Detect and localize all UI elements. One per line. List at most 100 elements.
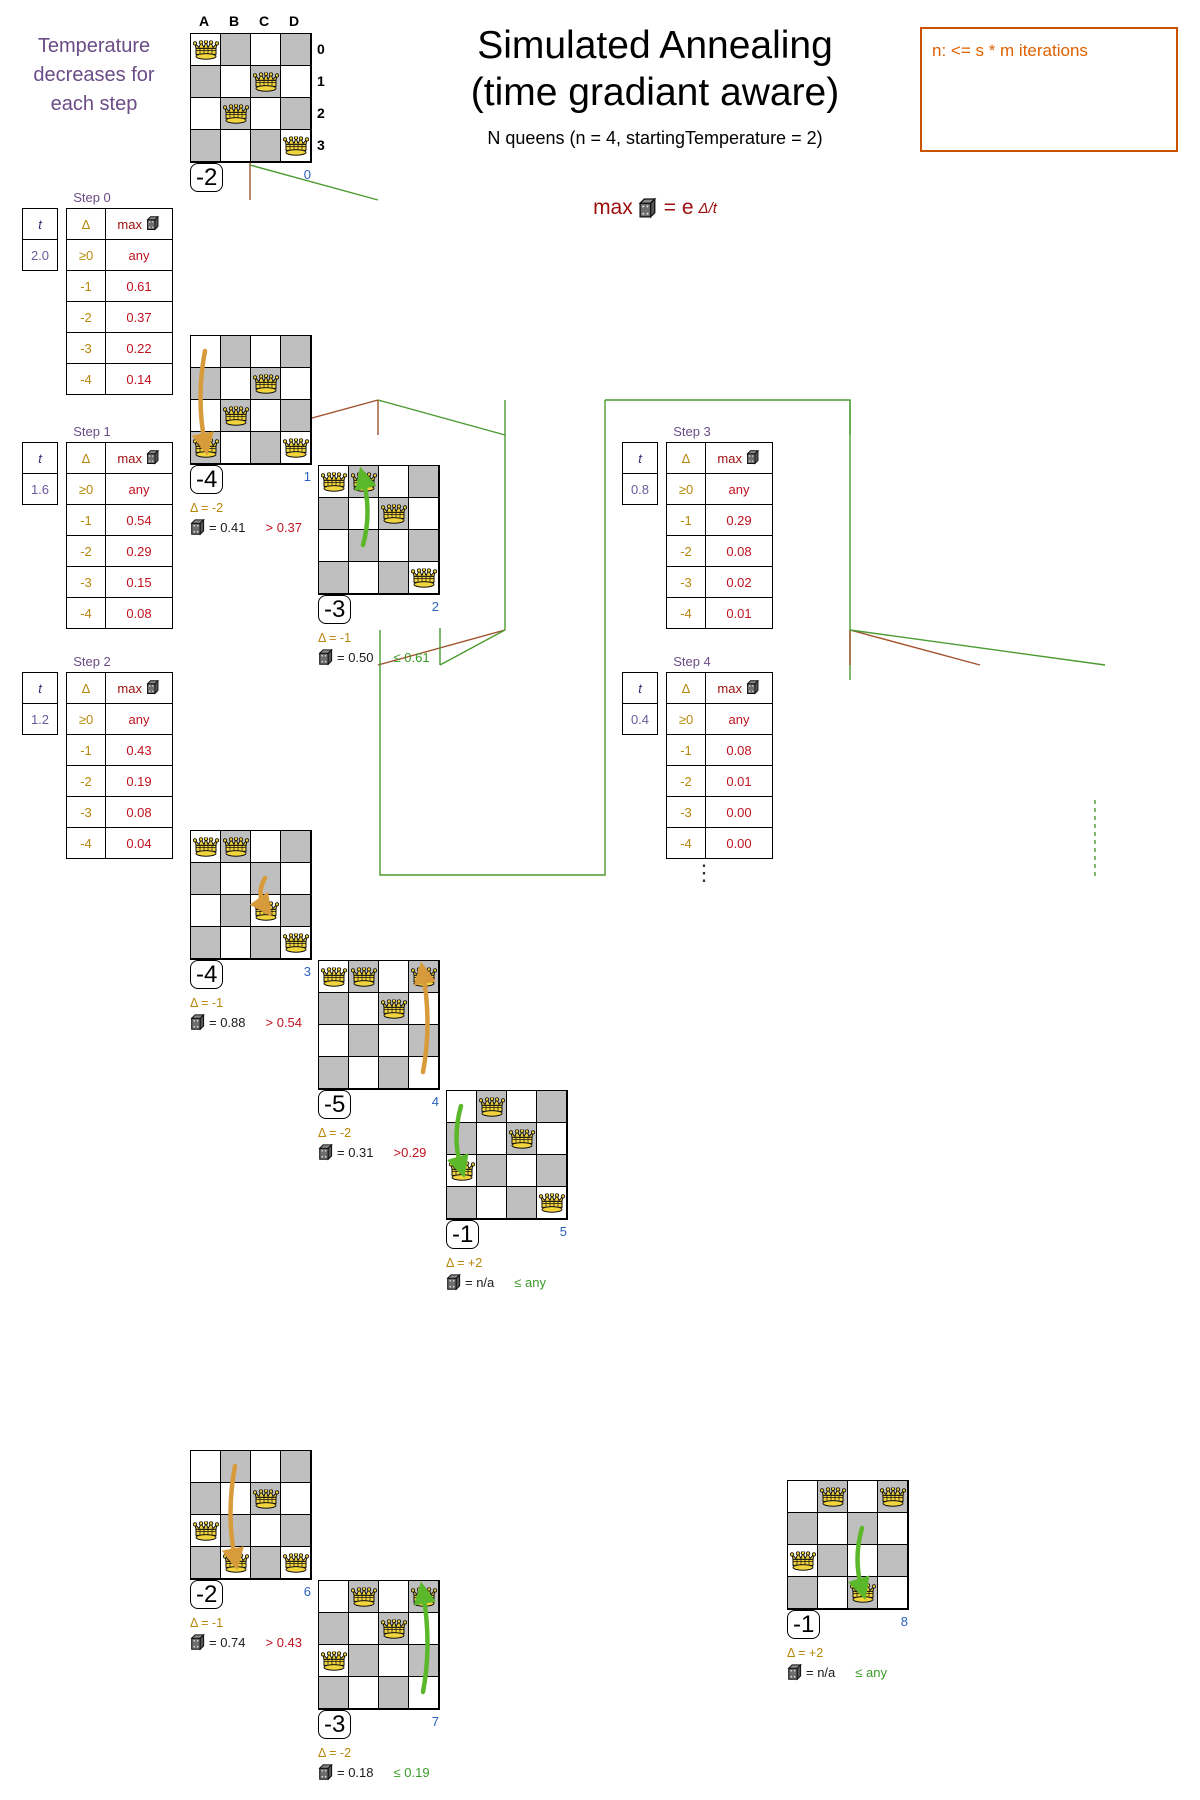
board-cell-A2[interactable] (787, 1544, 818, 1577)
board-cell-D1[interactable] (408, 992, 439, 1025)
board-cell-A0[interactable] (318, 465, 349, 498)
board-cell-B1[interactable] (817, 1512, 848, 1545)
chess-board-0[interactable]: A B C D 0 1 2 3 -2 0 (190, 13, 325, 192)
board-cell-A2[interactable] (318, 529, 349, 562)
board-cell-B1[interactable] (476, 1122, 507, 1155)
board-grid-8[interactable] (787, 1480, 909, 1610)
board-cell-A0[interactable] (190, 1450, 221, 1483)
board-cell-D1[interactable] (408, 497, 439, 530)
board-cell-C2[interactable] (250, 894, 281, 927)
board-cell-D1[interactable] (408, 1612, 439, 1645)
board-cell-C2[interactable] (506, 1154, 537, 1187)
board-cell-A1[interactable] (446, 1122, 477, 1155)
board-cell-B1[interactable] (220, 367, 251, 400)
board-cell-A3[interactable] (318, 1676, 349, 1709)
board-cell-A2[interactable] (318, 1644, 349, 1677)
board-cell-C0[interactable] (378, 465, 409, 498)
board-cell-A3[interactable] (787, 1576, 818, 1609)
board-cell-C1[interactable] (250, 367, 281, 400)
chess-board-3[interactable]: -4 3 Δ = -1 = 0.88 > 0.54 (190, 830, 312, 1031)
board-cell-D0[interactable] (877, 1480, 908, 1513)
board-cell-A1[interactable] (318, 497, 349, 530)
board-cell-C3[interactable] (250, 1546, 281, 1579)
board-cell-C2[interactable] (250, 399, 281, 432)
board-cell-A0[interactable] (318, 1580, 349, 1613)
board-cell-D2[interactable] (280, 399, 311, 432)
board-cell-D3[interactable] (280, 431, 311, 464)
board-grid-2[interactable] (318, 465, 440, 595)
board-cell-C1[interactable] (250, 65, 281, 98)
board-cell-C1[interactable] (250, 862, 281, 895)
board-cell-C3[interactable] (250, 129, 281, 162)
board-cell-C2[interactable] (378, 529, 409, 562)
board-cell-B1[interactable] (220, 862, 251, 895)
board-cell-B3[interactable] (348, 1056, 379, 1089)
board-cell-B0[interactable] (220, 830, 251, 863)
board-cell-A3[interactable] (190, 431, 221, 464)
board-cell-B0[interactable] (348, 465, 379, 498)
board-cell-D0[interactable] (536, 1090, 567, 1123)
board-cell-D2[interactable] (536, 1154, 567, 1187)
board-cell-D1[interactable] (280, 65, 311, 98)
board-cell-B3[interactable] (817, 1576, 848, 1609)
board-cell-D1[interactable] (877, 1512, 908, 1545)
board-cell-C2[interactable] (378, 1024, 409, 1057)
board-cell-D1[interactable] (280, 1482, 311, 1515)
board-cell-A2[interactable] (190, 894, 221, 927)
board-cell-B1[interactable] (348, 992, 379, 1025)
board-cell-B2[interactable] (348, 1024, 379, 1057)
board-cell-D1[interactable] (280, 367, 311, 400)
board-cell-B2[interactable] (220, 894, 251, 927)
board-cell-A2[interactable] (190, 97, 221, 130)
board-cell-B2[interactable] (348, 529, 379, 562)
chess-board-7[interactable]: -3 7 Δ = -2 = 0.18 ≤ 0.19 (318, 1580, 440, 1781)
board-cell-B3[interactable] (476, 1186, 507, 1219)
board-cell-B2[interactable] (348, 1644, 379, 1677)
board-cell-C1[interactable] (378, 497, 409, 530)
board-cell-C2[interactable] (250, 97, 281, 130)
board-cell-A1[interactable] (190, 862, 221, 895)
board-cell-D3[interactable] (877, 1576, 908, 1609)
board-cell-D0[interactable] (408, 465, 439, 498)
board-cell-B0[interactable] (220, 33, 251, 66)
board-cell-B2[interactable] (817, 1544, 848, 1577)
board-cell-D0[interactable] (280, 335, 311, 368)
board-cell-A1[interactable] (787, 1512, 818, 1545)
board-grid-4[interactable] (318, 960, 440, 1090)
board-cell-B0[interactable] (476, 1090, 507, 1123)
chess-board-1[interactable]: -4 1 Δ = -2 = 0.41 > 0.37 (190, 335, 312, 536)
board-cell-D3[interactable] (280, 129, 311, 162)
board-cell-C3[interactable] (378, 1676, 409, 1709)
board-cell-A3[interactable] (190, 129, 221, 162)
board-cell-B2[interactable] (220, 399, 251, 432)
board-cell-B1[interactable] (220, 1482, 251, 1515)
board-cell-C1[interactable] (506, 1122, 537, 1155)
board-cell-B0[interactable] (348, 960, 379, 993)
board-cell-C3[interactable] (378, 561, 409, 594)
board-cell-C3[interactable] (847, 1576, 878, 1609)
board-cell-C3[interactable] (250, 926, 281, 959)
board-grid-0[interactable] (190, 33, 312, 163)
board-cell-B0[interactable] (817, 1480, 848, 1513)
board-cell-D0[interactable] (280, 33, 311, 66)
board-cell-D0[interactable] (280, 1450, 311, 1483)
board-cell-D2[interactable] (280, 1514, 311, 1547)
board-cell-A0[interactable] (190, 830, 221, 863)
board-cell-C1[interactable] (250, 1482, 281, 1515)
board-cell-D3[interactable] (408, 1056, 439, 1089)
board-cell-C0[interactable] (506, 1090, 537, 1123)
board-cell-B1[interactable] (348, 497, 379, 530)
board-cell-C0[interactable] (250, 33, 281, 66)
board-grid-7[interactable] (318, 1580, 440, 1710)
board-cell-D0[interactable] (408, 1580, 439, 1613)
board-cell-D1[interactable] (536, 1122, 567, 1155)
board-cell-D3[interactable] (280, 926, 311, 959)
board-cell-A3[interactable] (190, 1546, 221, 1579)
board-cell-A0[interactable] (446, 1090, 477, 1123)
board-cell-B3[interactable] (348, 561, 379, 594)
board-cell-C3[interactable] (378, 1056, 409, 1089)
board-cell-A3[interactable] (446, 1186, 477, 1219)
board-cell-D0[interactable] (280, 830, 311, 863)
chess-board-5[interactable]: -1 5 Δ = +2 = n/a ≤ any (446, 1090, 568, 1291)
board-grid-3[interactable] (190, 830, 312, 960)
